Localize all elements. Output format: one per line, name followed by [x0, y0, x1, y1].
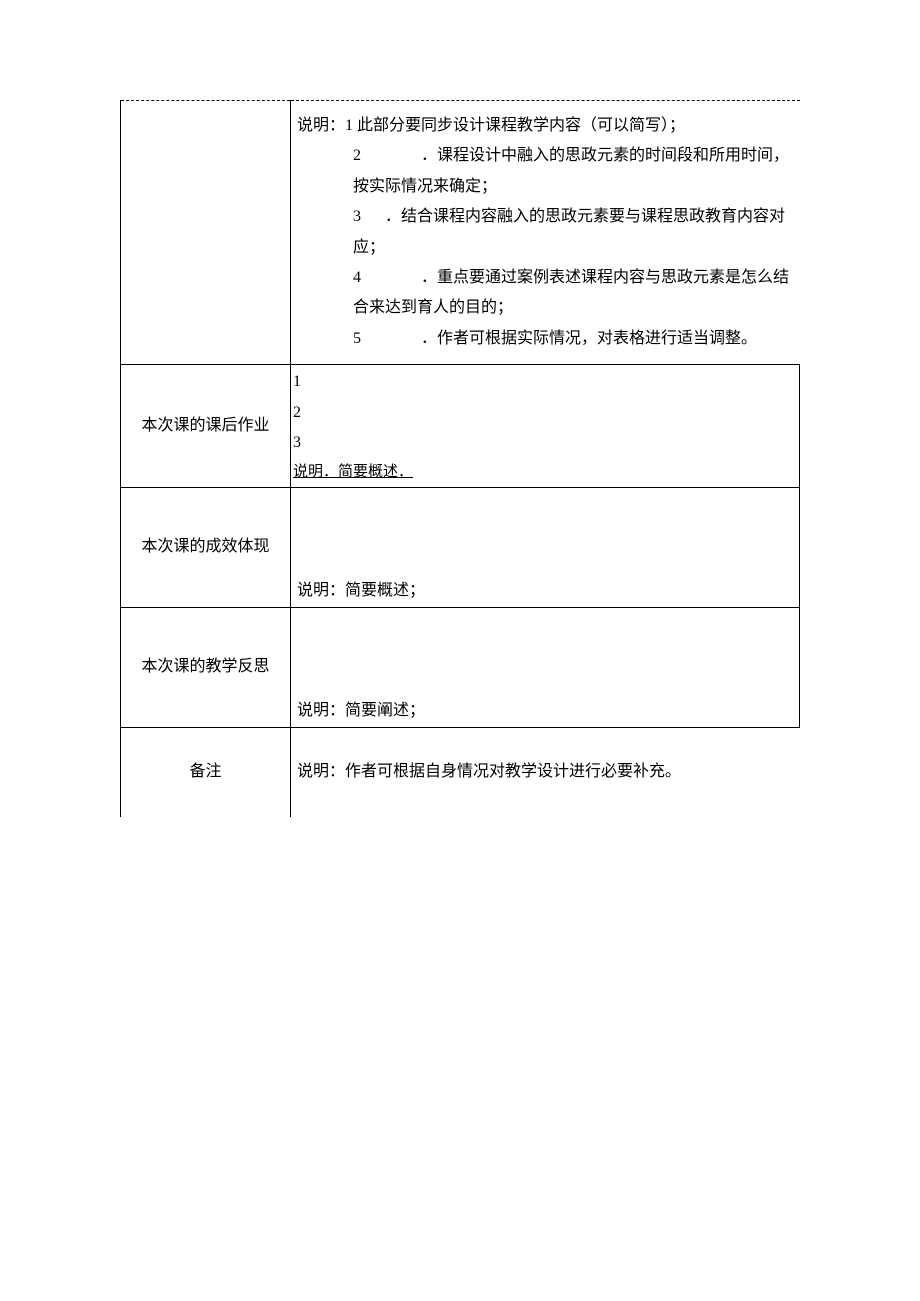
notes-block: 说明：1 此部分要同步设计课程教学内容（可以简写）； 2．课程设计中融入的思政元… — [297, 111, 794, 354]
note-num: 4 — [353, 263, 421, 293]
row-label-cell: 本次课的课后作业 — [121, 365, 291, 488]
note-line: 3．结合课程内容融入的思政元素要与课程思政教育内容对应； — [297, 202, 794, 263]
list-item: 1 — [293, 367, 797, 397]
row-content-cell: 说明：简要阐述； — [291, 607, 800, 727]
row-label-cell: 本次课的成效体现 — [121, 487, 291, 607]
row-content-cell: 说明：1 此部分要同步设计课程教学内容（可以简写）； 2．课程设计中融入的思政元… — [291, 101, 800, 365]
note-text: 说明：简要概述； — [297, 582, 425, 599]
note-prefix: 说明： — [297, 117, 345, 134]
row-label-cell: 本次课的教学反思 — [121, 607, 291, 727]
note-text: 说明．简要概述． — [293, 458, 797, 487]
row-content-cell: 说明：作者可根据自身情况对教学设计进行必要补充。 — [291, 727, 800, 817]
list-item: 2 — [293, 398, 797, 428]
row-content-cell: 1 2 3 说明．简要概述． — [291, 365, 800, 488]
row-label: 备注 — [189, 763, 221, 780]
note-line: 4．重点要通过案例表述课程内容与思政元素是怎么结合来达到育人的目的； — [297, 263, 794, 324]
row-label: 本次课的课后作业 — [141, 417, 269, 434]
note-text: ．结合课程内容融入的思政元素要与课程思政教育内容对应； — [353, 208, 785, 255]
table-row: 说明：1 此部分要同步设计课程教学内容（可以简写）； 2．课程设计中融入的思政元… — [121, 101, 800, 365]
note-num: 2 — [353, 141, 421, 171]
note-line: 5．作者可根据实际情况，对表格进行适当调整。 — [297, 324, 794, 354]
note-text: 说明：作者可根据自身情况对教学设计进行必要补充。 — [297, 763, 681, 780]
table-row: 本次课的教学反思 说明：简要阐述； — [121, 607, 800, 727]
table-row: 本次课的课后作业 1 2 3 说明．简要概述． — [121, 365, 800, 488]
note-num: 5 — [353, 324, 421, 354]
note-num: 1 — [345, 117, 353, 134]
table-row: 备注 说明：作者可根据自身情况对教学设计进行必要补充。 — [121, 727, 800, 817]
list-item: 3 — [293, 428, 797, 458]
note-text: 此部分要同步设计课程教学内容（可以简写）； — [357, 117, 685, 134]
row-label: 本次课的成效体现 — [141, 538, 269, 555]
row-content-cell: 说明：简要概述； — [291, 487, 800, 607]
note-num: 3 — [353, 202, 385, 232]
row-label-cell — [121, 101, 291, 365]
note-text: ．作者可根据实际情况，对表格进行适当调整。 — [421, 330, 757, 347]
note-line: 说明：1 此部分要同步设计课程教学内容（可以简写）； — [297, 111, 794, 141]
table-row: 本次课的成效体现 说明：简要概述； — [121, 487, 800, 607]
row-label: 本次课的教学反思 — [141, 658, 269, 675]
note-text: 说明：简要阐述； — [297, 702, 425, 719]
row-label-cell: 备注 — [121, 727, 291, 817]
form-table: 说明：1 此部分要同步设计课程教学内容（可以简写）； 2．课程设计中融入的思政元… — [120, 100, 800, 817]
note-line: 2．课程设计中融入的思政元素的时间段和所用时间，按实际情况来确定； — [297, 141, 794, 202]
